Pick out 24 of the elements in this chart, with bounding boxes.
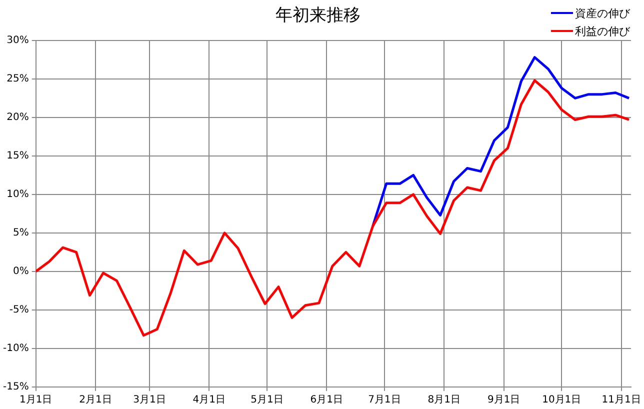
y-tick-label: 20% bbox=[6, 112, 29, 124]
x-tick-label: 8月1日 bbox=[428, 394, 461, 406]
y-tick-label: -10% bbox=[2, 343, 29, 354]
y-tick-label: -5% bbox=[9, 304, 29, 316]
x-tick-label: 5月1日 bbox=[250, 394, 284, 406]
legend-label: 利益の伸び bbox=[575, 24, 630, 38]
chart-title: 年初来推移 bbox=[276, 6, 360, 26]
legend-label: 資産の伸び bbox=[575, 6, 630, 20]
y-tick-label: -15% bbox=[2, 382, 29, 393]
x-tick-label: 9月1日 bbox=[487, 394, 520, 406]
y-tick-label: 30% bbox=[6, 34, 29, 46]
x-tick-label: 4月1日 bbox=[192, 394, 226, 406]
x-tick-label: 1月1日 bbox=[19, 394, 52, 406]
y-tick-label: 5% bbox=[12, 228, 29, 239]
y-tick-label: 0% bbox=[12, 266, 29, 278]
x-tick-label: 7月1日 bbox=[368, 394, 401, 406]
x-tick-label: 10月1日 bbox=[542, 394, 582, 406]
x-tick-label: 3月1日 bbox=[133, 394, 166, 406]
x-tick-label: 6月1日 bbox=[310, 394, 344, 406]
x-tick-label: 11月1日 bbox=[602, 394, 641, 406]
y-tick-label: 10% bbox=[6, 189, 29, 200]
y-tick-label: 25% bbox=[6, 74, 29, 85]
x-tick-label: 2月1日 bbox=[79, 394, 112, 406]
y-tick-label: 15% bbox=[6, 150, 29, 162]
